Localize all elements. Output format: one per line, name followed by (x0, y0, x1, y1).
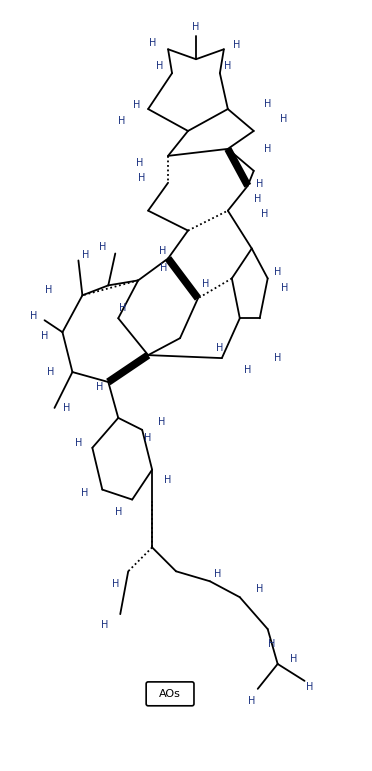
Text: H: H (256, 584, 263, 594)
Text: H: H (164, 475, 172, 485)
Text: H: H (244, 365, 251, 375)
Text: H: H (280, 114, 287, 124)
Text: H: H (150, 39, 157, 49)
Text: H: H (158, 417, 166, 427)
Text: H: H (47, 367, 54, 377)
Text: H: H (119, 303, 126, 313)
Text: H: H (82, 251, 89, 261)
Text: H: H (274, 268, 281, 278)
Text: H: H (281, 284, 288, 293)
Text: H: H (96, 382, 103, 392)
Text: H: H (134, 100, 141, 110)
Text: H: H (30, 311, 37, 322)
Text: H: H (99, 241, 106, 251)
Text: H: H (254, 194, 262, 204)
Text: H: H (45, 285, 52, 295)
Text: H: H (214, 569, 222, 579)
Text: H: H (248, 695, 256, 705)
Text: H: H (256, 179, 263, 189)
Text: H: H (112, 579, 119, 589)
Text: H: H (41, 332, 48, 342)
Text: H: H (115, 507, 122, 517)
Text: H: H (306, 682, 313, 692)
Text: H: H (137, 158, 144, 168)
Text: H: H (160, 264, 168, 274)
Text: H: H (63, 403, 70, 413)
Text: H: H (81, 487, 88, 497)
Text: H: H (100, 620, 108, 630)
Text: H: H (224, 61, 231, 71)
Text: H: H (290, 654, 297, 664)
Text: H: H (274, 353, 281, 363)
Text: H: H (216, 343, 224, 353)
Text: H: H (264, 144, 272, 154)
Text: H: H (118, 116, 125, 126)
Text: H: H (233, 40, 240, 50)
Text: H: H (202, 279, 209, 289)
Text: H: H (268, 639, 275, 649)
Text: H: H (138, 173, 146, 183)
Text: H: H (159, 245, 167, 255)
FancyBboxPatch shape (146, 682, 194, 705)
Text: H: H (156, 61, 164, 71)
Text: H: H (192, 22, 200, 32)
Text: H: H (144, 433, 152, 443)
Text: H: H (75, 438, 82, 448)
Text: H: H (261, 209, 268, 219)
Text: AOs: AOs (159, 689, 181, 699)
Text: H: H (264, 99, 272, 109)
